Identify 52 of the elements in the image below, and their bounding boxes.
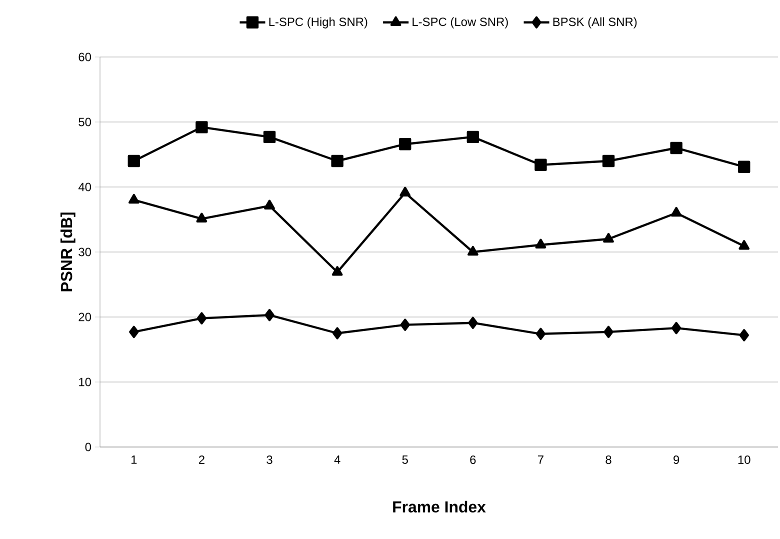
point [332, 327, 342, 340]
point [400, 186, 411, 196]
y-tick-label: 20 [78, 312, 92, 322]
y-axis-title: PSNR [dB] [60, 212, 76, 292]
point [332, 266, 343, 276]
y-tick-label: 50 [78, 118, 92, 126]
point [467, 246, 478, 256]
point [602, 154, 615, 168]
point [671, 322, 682, 334]
point [264, 200, 275, 210]
y-tick-label: 10 [79, 378, 92, 386]
point [129, 326, 139, 338]
point [466, 130, 480, 144]
y-tick-label: 0 [85, 442, 92, 452]
x-axis-title: Frame Index [393, 500, 486, 513]
x-tick-label: 10 [738, 456, 750, 464]
point [399, 138, 412, 150]
point [604, 326, 614, 338]
point [196, 121, 208, 134]
point [603, 232, 614, 243]
x-tick-label: 1 [131, 456, 137, 464]
point [196, 212, 208, 222]
legend-label: L-SPC (Low SNR) [412, 17, 508, 28]
point [400, 318, 410, 331]
x-tick-label: 4 [334, 456, 340, 464]
x-tick-label: 2 [198, 456, 204, 464]
point [535, 238, 546, 248]
x-tick-label: 8 [606, 456, 612, 464]
x-tick-label: 9 [674, 456, 680, 464]
point [739, 329, 749, 342]
legend-label: L-SPC (High SNR) [269, 17, 368, 28]
y-tick-label: 60 [78, 52, 92, 62]
point [196, 312, 207, 324]
point [331, 154, 344, 168]
point [128, 154, 140, 168]
point [468, 316, 478, 329]
y-tick-label: 40 [78, 182, 92, 192]
x-tick-label: 6 [470, 456, 476, 464]
point [264, 308, 274, 322]
point [128, 194, 140, 204]
point [534, 158, 547, 171]
point [536, 328, 546, 340]
point [670, 142, 682, 154]
legend-label: BPSK (All SNR) [553, 17, 637, 28]
point [263, 130, 276, 144]
point [738, 240, 750, 250]
x-tick-label: 5 [402, 456, 408, 464]
x-tick-label: 3 [266, 456, 272, 464]
y-tick-label: 30 [78, 248, 92, 256]
point [738, 160, 750, 173]
x-tick-label: 7 [538, 456, 544, 464]
point [670, 206, 682, 217]
